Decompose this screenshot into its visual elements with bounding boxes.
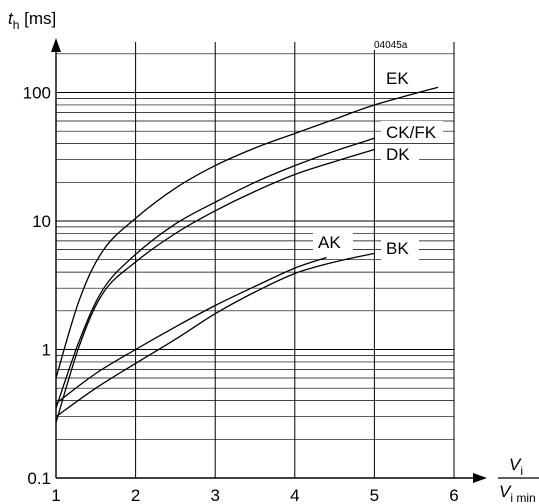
curve-label-ck-fk: CK/FK <box>386 123 437 142</box>
curve-label-bg <box>381 145 419 166</box>
curve-label-bg <box>381 239 419 260</box>
y-axis-arrow <box>51 38 61 52</box>
figure-code: 04045a <box>374 40 408 51</box>
curve-dk <box>55 148 375 423</box>
y-tick-label: 10 <box>32 212 51 231</box>
x-axis-arrow <box>473 473 487 483</box>
x-tick-label: 1 <box>51 486 60 504</box>
x-tick-label: 5 <box>370 486 379 504</box>
curve-label-dk: DK <box>386 145 410 164</box>
x-tick-label: 2 <box>131 486 140 504</box>
x-tick-label: 3 <box>210 486 219 504</box>
curve-label-bg <box>381 121 443 142</box>
curve-label-bg <box>382 66 414 88</box>
code-label-bg <box>372 38 410 50</box>
curve-label-ak: AK <box>318 233 341 252</box>
y-tick-label: 100 <box>23 84 51 103</box>
curve-label-ek: EK <box>386 69 409 88</box>
curves <box>55 86 439 423</box>
x-axis-label-numerator: Vi <box>509 455 523 478</box>
x-tick-label: 4 <box>290 486 299 504</box>
curve-ak <box>55 256 327 405</box>
curve-bk <box>55 252 375 418</box>
x-axis-label-denominator: Vi min <box>499 482 536 504</box>
curve-label-bk: BK <box>386 239 409 258</box>
y-axis-label: th [ms] <box>8 9 56 32</box>
x-tick-label: 6 <box>449 486 458 504</box>
axes <box>51 38 487 483</box>
y-tick-label: 1 <box>42 341 51 360</box>
curve-ek <box>55 86 439 379</box>
curve-label-bg <box>313 232 353 252</box>
grid <box>56 38 455 479</box>
y-tick-label: 0.1 <box>27 469 51 488</box>
curve-ck-fk <box>55 137 375 409</box>
